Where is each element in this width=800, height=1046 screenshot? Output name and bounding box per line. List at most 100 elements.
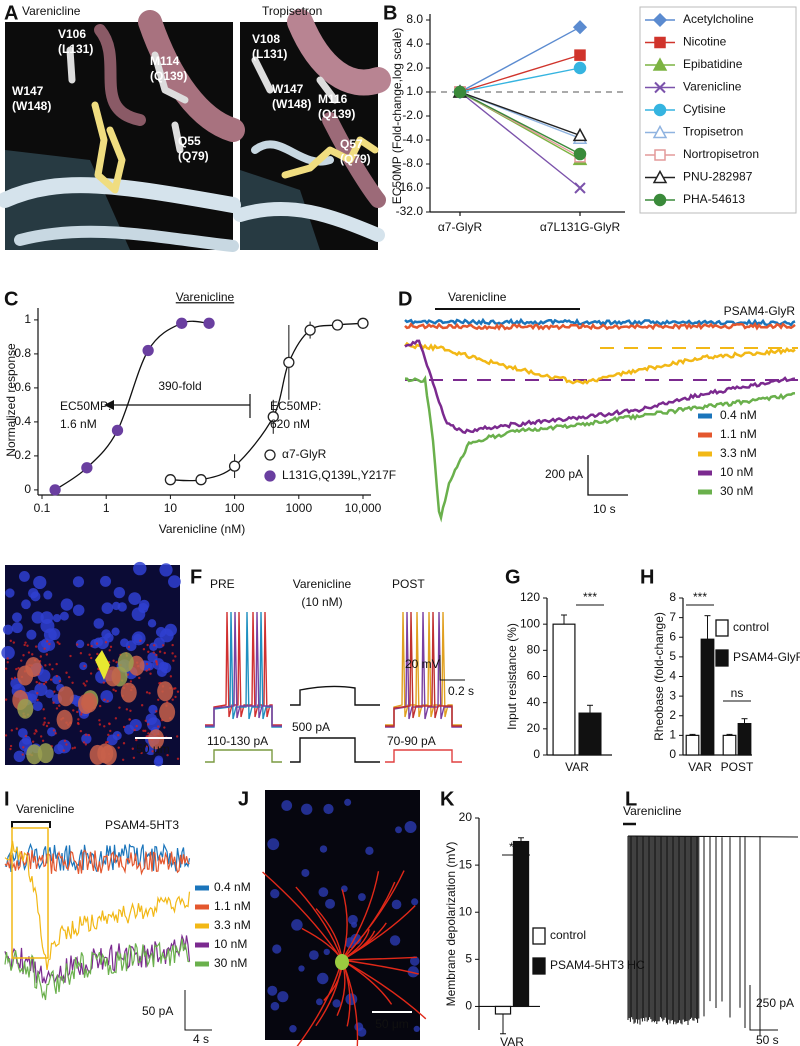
speckle (71, 681, 74, 685)
speckle (75, 643, 79, 646)
speckle (33, 732, 36, 735)
speckle (122, 725, 126, 729)
speckle (171, 652, 174, 655)
speckle (157, 725, 160, 728)
residue-label: (W148) (12, 99, 51, 113)
speckle (133, 728, 136, 732)
y-tick-label: -8.0 (402, 156, 423, 170)
nucleus (111, 627, 120, 636)
stick (66, 46, 76, 84)
nucleus (270, 1001, 280, 1011)
nucleus (389, 935, 401, 946)
speckle (109, 645, 113, 649)
speckle (142, 647, 146, 651)
nucleus (52, 613, 62, 623)
speckle (77, 722, 80, 726)
x-axis-label: Varenicline (nM) (159, 522, 245, 536)
nucleus (147, 619, 157, 628)
stick (281, 136, 379, 179)
nucleus (413, 1025, 420, 1033)
nucleus (21, 735, 32, 745)
scale-bar (749, 985, 778, 1031)
nucleus (267, 838, 280, 851)
y-axis-label: EC50MP (Fold-change,log scale) (390, 28, 404, 205)
ribbon (14, 225, 239, 252)
speckle (158, 650, 162, 653)
nucleus (325, 898, 336, 909)
y-axis-label: Input resistance (%) (505, 623, 519, 730)
dendrite (341, 871, 380, 961)
x-tick-label: VAR (565, 760, 589, 774)
speckle (31, 653, 34, 656)
speckle (84, 684, 87, 687)
nucleus (43, 628, 57, 642)
speckle (79, 651, 83, 655)
legend-label: control (550, 928, 586, 942)
speckle (45, 640, 49, 643)
speckle (162, 644, 165, 647)
soma (335, 954, 349, 970)
y-tick-label: 1.0 (406, 84, 423, 98)
cell (57, 686, 74, 707)
speckle (157, 698, 160, 701)
nucleus (112, 601, 121, 611)
y-tick-label: 60 (527, 669, 541, 683)
drug-label: Varenicline (623, 804, 682, 818)
y-tick-label: 100 (520, 616, 540, 630)
panel-letter: J (238, 788, 249, 810)
nucleus (316, 998, 323, 1006)
residue-label: (Q139) (150, 69, 187, 83)
stick (316, 76, 339, 104)
speckle (172, 687, 176, 690)
cell (37, 743, 54, 764)
speckle (128, 718, 132, 721)
speckle (169, 675, 173, 678)
nucleus (60, 598, 73, 611)
condition-label: POST (392, 577, 425, 591)
legend-marker (264, 449, 276, 461)
y-tick-label: 20 (527, 721, 541, 735)
nucleus (57, 739, 72, 754)
nucleus (152, 658, 165, 670)
speckle (103, 725, 106, 728)
speckle (95, 642, 99, 645)
x-tick-label: 10 (164, 501, 178, 515)
speckle (163, 651, 166, 655)
speckle (132, 756, 136, 760)
legend-label: control (733, 620, 769, 634)
speckle (24, 641, 27, 644)
nucleus (43, 590, 53, 600)
legend-marker (264, 470, 276, 482)
speckle (44, 680, 48, 684)
legend-label: 3.3 nM (214, 918, 251, 932)
bar (512, 840, 530, 1008)
speckle (10, 677, 14, 680)
speckle (118, 706, 121, 709)
nucleus (5, 588, 15, 598)
dendrite (341, 870, 405, 961)
cell (159, 702, 176, 723)
nucleus (154, 755, 164, 765)
construct-label: PSAM4-GlyR (724, 304, 796, 318)
speckle (149, 672, 152, 675)
legend-label: Tropisetron (683, 125, 743, 139)
current-trace (627, 835, 799, 1036)
nucleus (308, 950, 319, 961)
panel-letter: I (4, 788, 10, 810)
series-line (459, 91, 581, 189)
bar (552, 623, 576, 756)
speckle (147, 668, 151, 671)
speckle (47, 721, 50, 725)
speckle (79, 729, 83, 733)
nucleus (11, 622, 23, 634)
point (573, 61, 587, 75)
speckle (13, 676, 17, 680)
drug-label: Varenicline (448, 290, 507, 304)
point (203, 317, 215, 329)
legend-box (639, 6, 797, 214)
construct-label: PSAM4-5HT3 (105, 818, 179, 832)
speckle (43, 717, 46, 720)
speckle (155, 661, 158, 664)
speckle (82, 682, 86, 685)
